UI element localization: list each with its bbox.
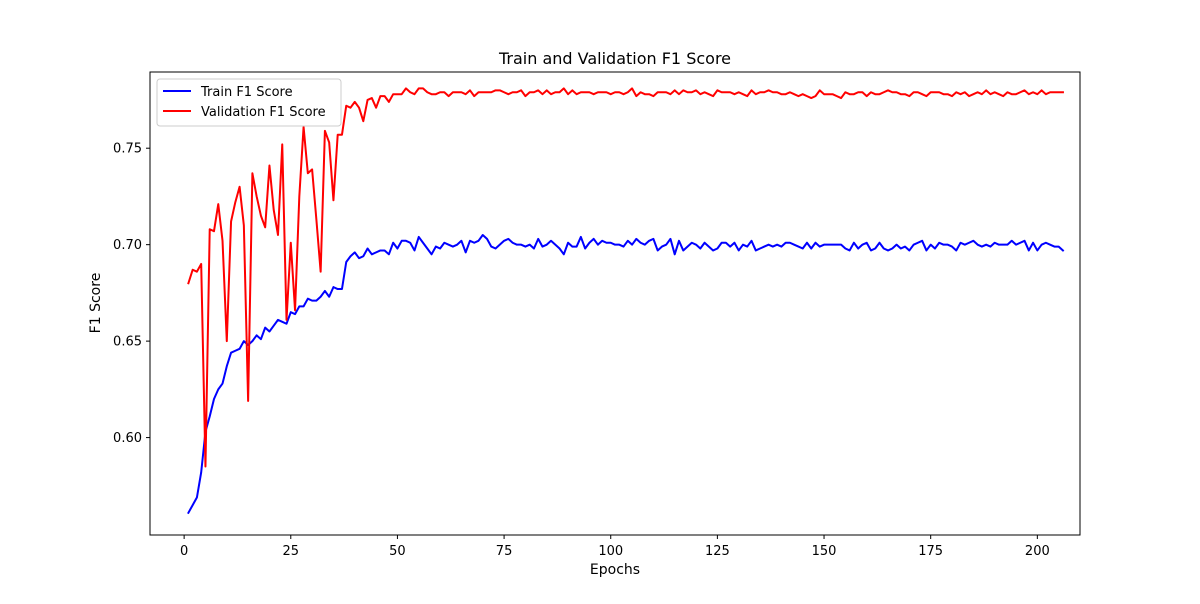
plot-frame <box>149 71 1081 536</box>
y-tick-label: 0.70 <box>113 238 142 253</box>
y-tick-label: 0.60 <box>113 431 142 446</box>
series-line-validation <box>187 87 1064 468</box>
y-tick-label: 0.65 <box>113 335 142 350</box>
legend-label-validation: Validation F1 Score <box>201 105 326 120</box>
legend-label-train: Train F1 Score <box>200 85 293 100</box>
legend: Train F1 Score Validation F1 Score <box>156 78 342 127</box>
x-tick-label: 125 <box>705 544 730 559</box>
x-tick-label: 200 <box>1025 544 1050 559</box>
y-tick-label: 0.75 <box>113 142 142 157</box>
x-tick-label: 75 <box>496 544 513 559</box>
x-tick-label: 175 <box>918 544 943 559</box>
x-axis-label: Epochs <box>590 562 640 578</box>
x-tick-label: 0 <box>180 544 188 559</box>
plot-layer <box>187 87 1065 515</box>
chart-title: Train and Validation F1 Score <box>498 49 731 68</box>
x-axis: 0 25 50 75 100 125 150 175 200 <box>180 535 1050 559</box>
x-tick-label: 150 <box>812 544 837 559</box>
x-tick-label: 25 <box>283 544 300 559</box>
x-tick-label: 50 <box>389 544 406 559</box>
legend-box <box>156 78 342 127</box>
y-axis-label: F1 Score <box>88 273 104 334</box>
y-axis: 0.60 0.65 0.70 0.75 <box>113 142 150 446</box>
x-tick-label: 100 <box>598 544 623 559</box>
series-line-train <box>187 234 1065 515</box>
